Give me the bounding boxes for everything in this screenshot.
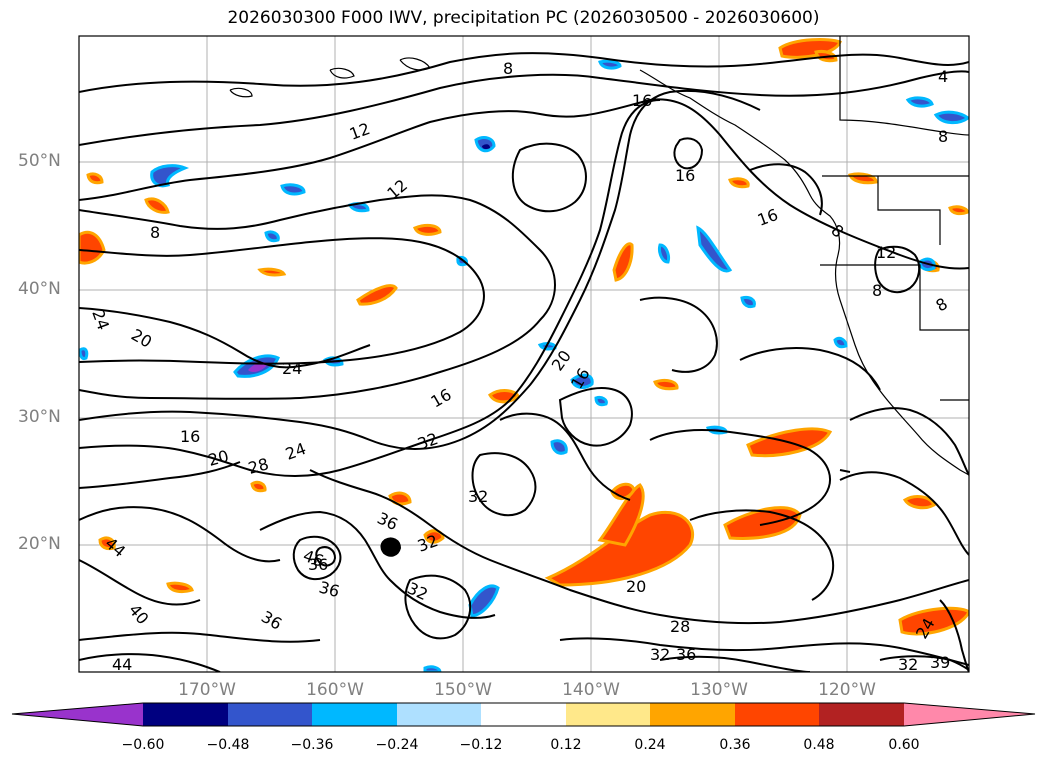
contour-label: 32 — [468, 487, 488, 506]
colorbar-segment — [481, 703, 566, 726]
colorbar-segment — [143, 703, 228, 726]
colorbar-tick: 0.24 — [634, 737, 666, 753]
colorbar-segment — [397, 703, 481, 726]
contour-label: 8 — [938, 127, 948, 146]
colorbar-outline — [11, 702, 1036, 727]
colorbar-segment — [12, 703, 143, 726]
colorbar-tick: 0.12 — [550, 737, 582, 753]
contour-label: 8 — [150, 223, 160, 242]
colorbar-tick: 0.36 — [719, 737, 751, 753]
contour-label: 24 — [282, 359, 302, 378]
contour-label: 36 — [676, 645, 696, 664]
contour-label: 28 — [670, 617, 690, 636]
colorbar-segment — [735, 703, 819, 726]
map-background — [79, 36, 969, 672]
colorbar-tick: 0.60 — [888, 737, 920, 753]
map-title: 2026030300 F000 IWV, precipitation PC (2… — [227, 8, 820, 28]
colorbar-tick: −0.24 — [375, 737, 419, 753]
contour-label: 36 — [317, 578, 342, 602]
colorbar-segment — [566, 703, 650, 726]
contour-label: 20 — [206, 446, 231, 470]
colorbar-segment — [904, 703, 1035, 726]
colorbar-segment — [312, 703, 397, 726]
lon-label-130w: 130°W — [690, 680, 748, 700]
contour-label: 20 — [626, 577, 646, 596]
contour-label: 32 — [898, 655, 918, 674]
contour-label: 32 — [650, 645, 670, 664]
contour-label: 44 — [112, 655, 132, 674]
colorbar-tick: −0.36 — [290, 737, 334, 753]
lon-label-120w: 120°W — [818, 680, 876, 700]
lon-label-150w: 150°W — [434, 680, 492, 700]
lon-label-160w: 160°W — [306, 680, 364, 700]
colorbar-tick: −0.12 — [459, 737, 503, 753]
contour-label: 8 — [503, 59, 513, 78]
contour-label: 36 — [308, 555, 328, 574]
lat-label-20n: 20°N — [18, 534, 61, 554]
contour-label: 4 — [938, 67, 948, 86]
colorbar-segment — [228, 703, 312, 726]
contour-label: 16 — [632, 91, 652, 110]
colorbar-segment — [650, 703, 735, 726]
lat-label-50n: 50°N — [18, 151, 61, 171]
colorbar-tick: −0.48 — [206, 737, 250, 753]
contour-label: 8 — [872, 281, 882, 300]
contour-label: 39 — [930, 653, 950, 672]
contour-label: 16 — [675, 166, 695, 185]
colorbar — [11, 702, 1036, 727]
colorbar-segment — [819, 703, 904, 726]
colorbar-tick: 0.48 — [803, 737, 835, 753]
colorbar-tick: −0.60 — [121, 737, 165, 753]
lat-label-40n: 40°N — [18, 279, 61, 299]
contour-label: 16 — [180, 427, 200, 446]
coastlines — [229, 36, 969, 476]
lat-label-30n: 30°N — [18, 407, 61, 427]
lon-label-170w: 170°W — [178, 680, 236, 700]
map-frame — [78, 35, 970, 673]
contour-label: 28 — [246, 454, 271, 478]
iwv-contours — [79, 52, 969, 672]
lon-label-140w: 140°W — [562, 680, 620, 700]
contour-label: 12 — [876, 243, 896, 262]
